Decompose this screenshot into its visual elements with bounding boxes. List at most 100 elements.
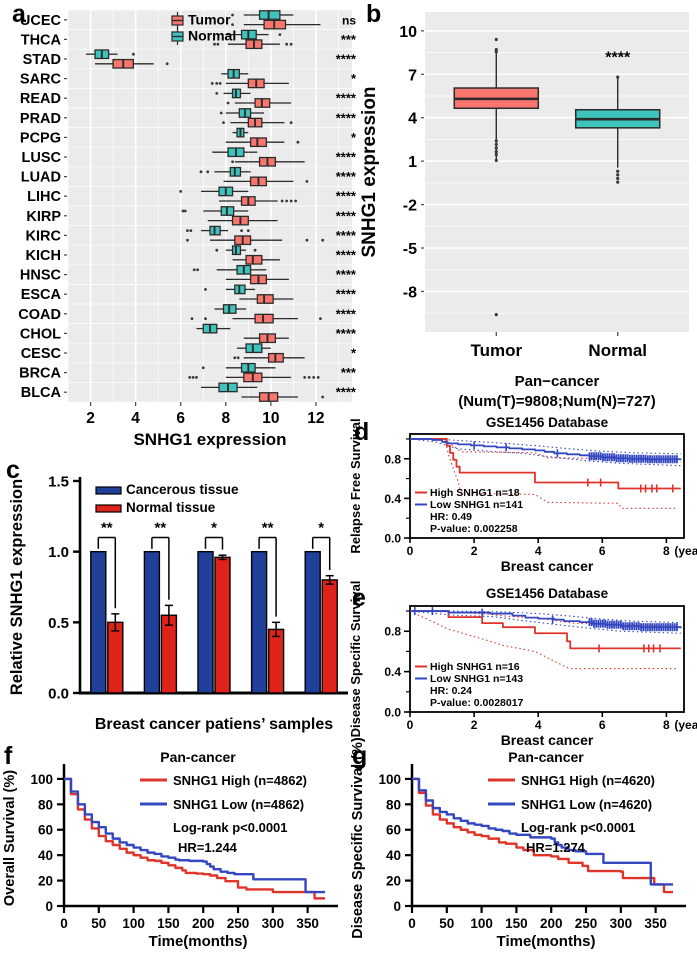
- svg-text:P-value: 0.0028017: P-value: 0.0028017: [430, 697, 524, 709]
- svg-text:0.0: 0.0: [384, 706, 401, 720]
- svg-text:Normal: Normal: [188, 28, 236, 44]
- svg-text:READ: READ: [20, 91, 61, 107]
- svg-text:****: ****: [605, 50, 631, 67]
- svg-text:***: ***: [341, 32, 357, 47]
- svg-text:LUSC: LUSC: [22, 150, 62, 166]
- svg-text:PRAD: PRAD: [20, 111, 61, 127]
- svg-text:0.0: 0.0: [384, 532, 401, 546]
- svg-text:SNHG1 Low (n=4620): SNHG1 Low (n=4620): [521, 797, 652, 812]
- svg-text:Relapse Free Survival: Relapse Free Survival: [348, 418, 363, 553]
- svg-text:300: 300: [610, 916, 633, 931]
- svg-text:0.0: 0.0: [48, 686, 69, 703]
- svg-text:COAD: COAD: [18, 307, 61, 323]
- svg-text:****: ****: [336, 208, 357, 223]
- svg-text:40: 40: [38, 848, 53, 863]
- tumor-vs-normal-boxplot-chart: 10 7 4 1 -2 -5 -8 Tumor Normal **** SNHG1 expressi…: [359, 8, 689, 410]
- svg-text:****: ****: [336, 52, 357, 67]
- svg-text:Time(months): Time(months): [149, 933, 248, 950]
- svg-text:0.4: 0.4: [384, 492, 401, 506]
- pan-cancer-overall-survival-km-chart: Pan-cancer 0 20 40 60 80 100 0 50 100 150 200 250 300…: [2, 749, 338, 950]
- svg-text:Normal tissue: Normal tissue: [126, 500, 216, 515]
- svg-text:Pan-cancer: Pan-cancer: [508, 749, 584, 765]
- svg-text:350: 350: [296, 916, 319, 931]
- svg-text:(Num(T)=9808;Num(N)=727): (Num(T)=9808;Num(N)=727): [458, 393, 656, 410]
- svg-text:SNHG1 expression: SNHG1 expression: [133, 430, 286, 449]
- svg-text:*: *: [351, 71, 357, 86]
- svg-text:****: ****: [336, 169, 357, 184]
- svg-text:250: 250: [227, 916, 250, 931]
- pan-cancer-disease-specific-km-chart: Pan-cancer 0 20 40 60 80 100 0 50 100 150 200 250 300…: [350, 737, 686, 950]
- svg-text:80: 80: [38, 797, 53, 812]
- svg-text:****: ****: [336, 248, 357, 263]
- svg-text:8: 8: [663, 544, 670, 558]
- svg-text:50: 50: [439, 916, 454, 931]
- svg-text:**: **: [262, 520, 274, 537]
- svg-text:LIHC: LIHC: [27, 189, 61, 205]
- svg-text:Breast cancer: Breast cancer: [501, 558, 594, 574]
- svg-text:10: 10: [399, 24, 417, 41]
- svg-text:****: ****: [336, 189, 357, 204]
- svg-text:P-value: 0.002258: P-value: 0.002258: [430, 523, 518, 535]
- svg-text:KIRP: KIRP: [26, 209, 61, 225]
- svg-text:****: ****: [336, 287, 357, 302]
- svg-text:40: 40: [386, 848, 401, 863]
- svg-text:0: 0: [60, 916, 68, 931]
- svg-text:GSE1456 Database: GSE1456 Database: [486, 586, 609, 601]
- svg-text:60: 60: [386, 823, 401, 838]
- svg-text:CESC: CESC: [21, 346, 62, 362]
- svg-text:50: 50: [91, 916, 106, 931]
- svg-text:4: 4: [535, 544, 542, 558]
- svg-text:KICH: KICH: [26, 248, 61, 264]
- svg-text:Breast cancer patiens’ samples: Breast cancer patiens’ samples: [95, 716, 333, 733]
- svg-text:HR: 0.24: HR: 0.24: [430, 685, 472, 697]
- svg-text:SNHG1 Low (n=4862): SNHG1 Low (n=4862): [173, 797, 304, 812]
- svg-text:High SNHG1 n=16: High SNHG1 n=16: [430, 661, 520, 673]
- svg-text:0.8: 0.8: [384, 452, 401, 466]
- svg-text:*: *: [211, 520, 217, 537]
- svg-text:150: 150: [505, 916, 528, 931]
- svg-text:HR=1.274: HR=1.274: [526, 840, 586, 855]
- svg-text:150: 150: [157, 916, 180, 931]
- svg-text:0.5: 0.5: [48, 615, 69, 632]
- svg-text:200: 200: [540, 916, 563, 931]
- svg-text:Log-rank p<0.0001: Log-rank p<0.0001: [521, 820, 636, 835]
- svg-text:100: 100: [122, 916, 145, 931]
- svg-text:-2: -2: [403, 198, 417, 215]
- svg-text:Relative SNHG1 expression: Relative SNHG1 expression: [8, 479, 26, 695]
- svg-text:Tumor: Tumor: [470, 341, 522, 360]
- svg-text:0: 0: [408, 916, 416, 931]
- svg-text:-8: -8: [403, 284, 417, 301]
- svg-text:SARC: SARC: [20, 72, 62, 88]
- panel-label-d: d: [354, 418, 370, 446]
- svg-text:2: 2: [86, 410, 95, 427]
- svg-text:250: 250: [575, 916, 598, 931]
- svg-text:2: 2: [471, 544, 478, 558]
- relapse-free-survival-km-chart: GSE1456 Database 0.0 0.4 0.8 0 2 4 6 8 (years) Bre…: [348, 415, 697, 574]
- panel-label-f: f: [4, 742, 13, 770]
- svg-text:Time(months): Time(months): [497, 933, 596, 950]
- svg-text:HR: 0.49: HR: 0.49: [430, 511, 472, 523]
- svg-text:**: **: [155, 520, 167, 537]
- disease-specific-survival-km-chart: GSE1456 Database 0.0 0.4 0.8 0 2 4 6 8 (years) Bre…: [348, 581, 697, 748]
- svg-text:-5: -5: [403, 241, 417, 258]
- svg-text:8: 8: [221, 410, 230, 427]
- panel-label-e: e: [352, 584, 366, 612]
- svg-text:**: **: [101, 520, 113, 537]
- svg-text:0: 0: [407, 544, 414, 558]
- svg-text:Low SNHG1 n=143: Low SNHG1 n=143: [430, 673, 523, 685]
- svg-text:12: 12: [307, 410, 324, 427]
- svg-text:Disease Specific Survival (%): Disease Specific Survival (%): [350, 737, 366, 939]
- svg-text:****: ****: [336, 150, 357, 165]
- svg-text:80: 80: [386, 797, 401, 812]
- svg-text:350: 350: [644, 916, 667, 931]
- svg-text:PCPG: PCPG: [20, 130, 61, 146]
- svg-text:SNHG1 expression: SNHG1 expression: [359, 86, 380, 257]
- svg-text:60: 60: [38, 823, 53, 838]
- svg-text:1: 1: [408, 154, 417, 171]
- svg-text:10: 10: [262, 410, 279, 427]
- svg-text:6: 6: [599, 544, 606, 558]
- svg-text:1.5: 1.5: [48, 474, 69, 491]
- svg-text:CHOL: CHOL: [20, 326, 61, 342]
- svg-text:SNHG1 High (n=4620): SNHG1 High (n=4620): [521, 773, 655, 788]
